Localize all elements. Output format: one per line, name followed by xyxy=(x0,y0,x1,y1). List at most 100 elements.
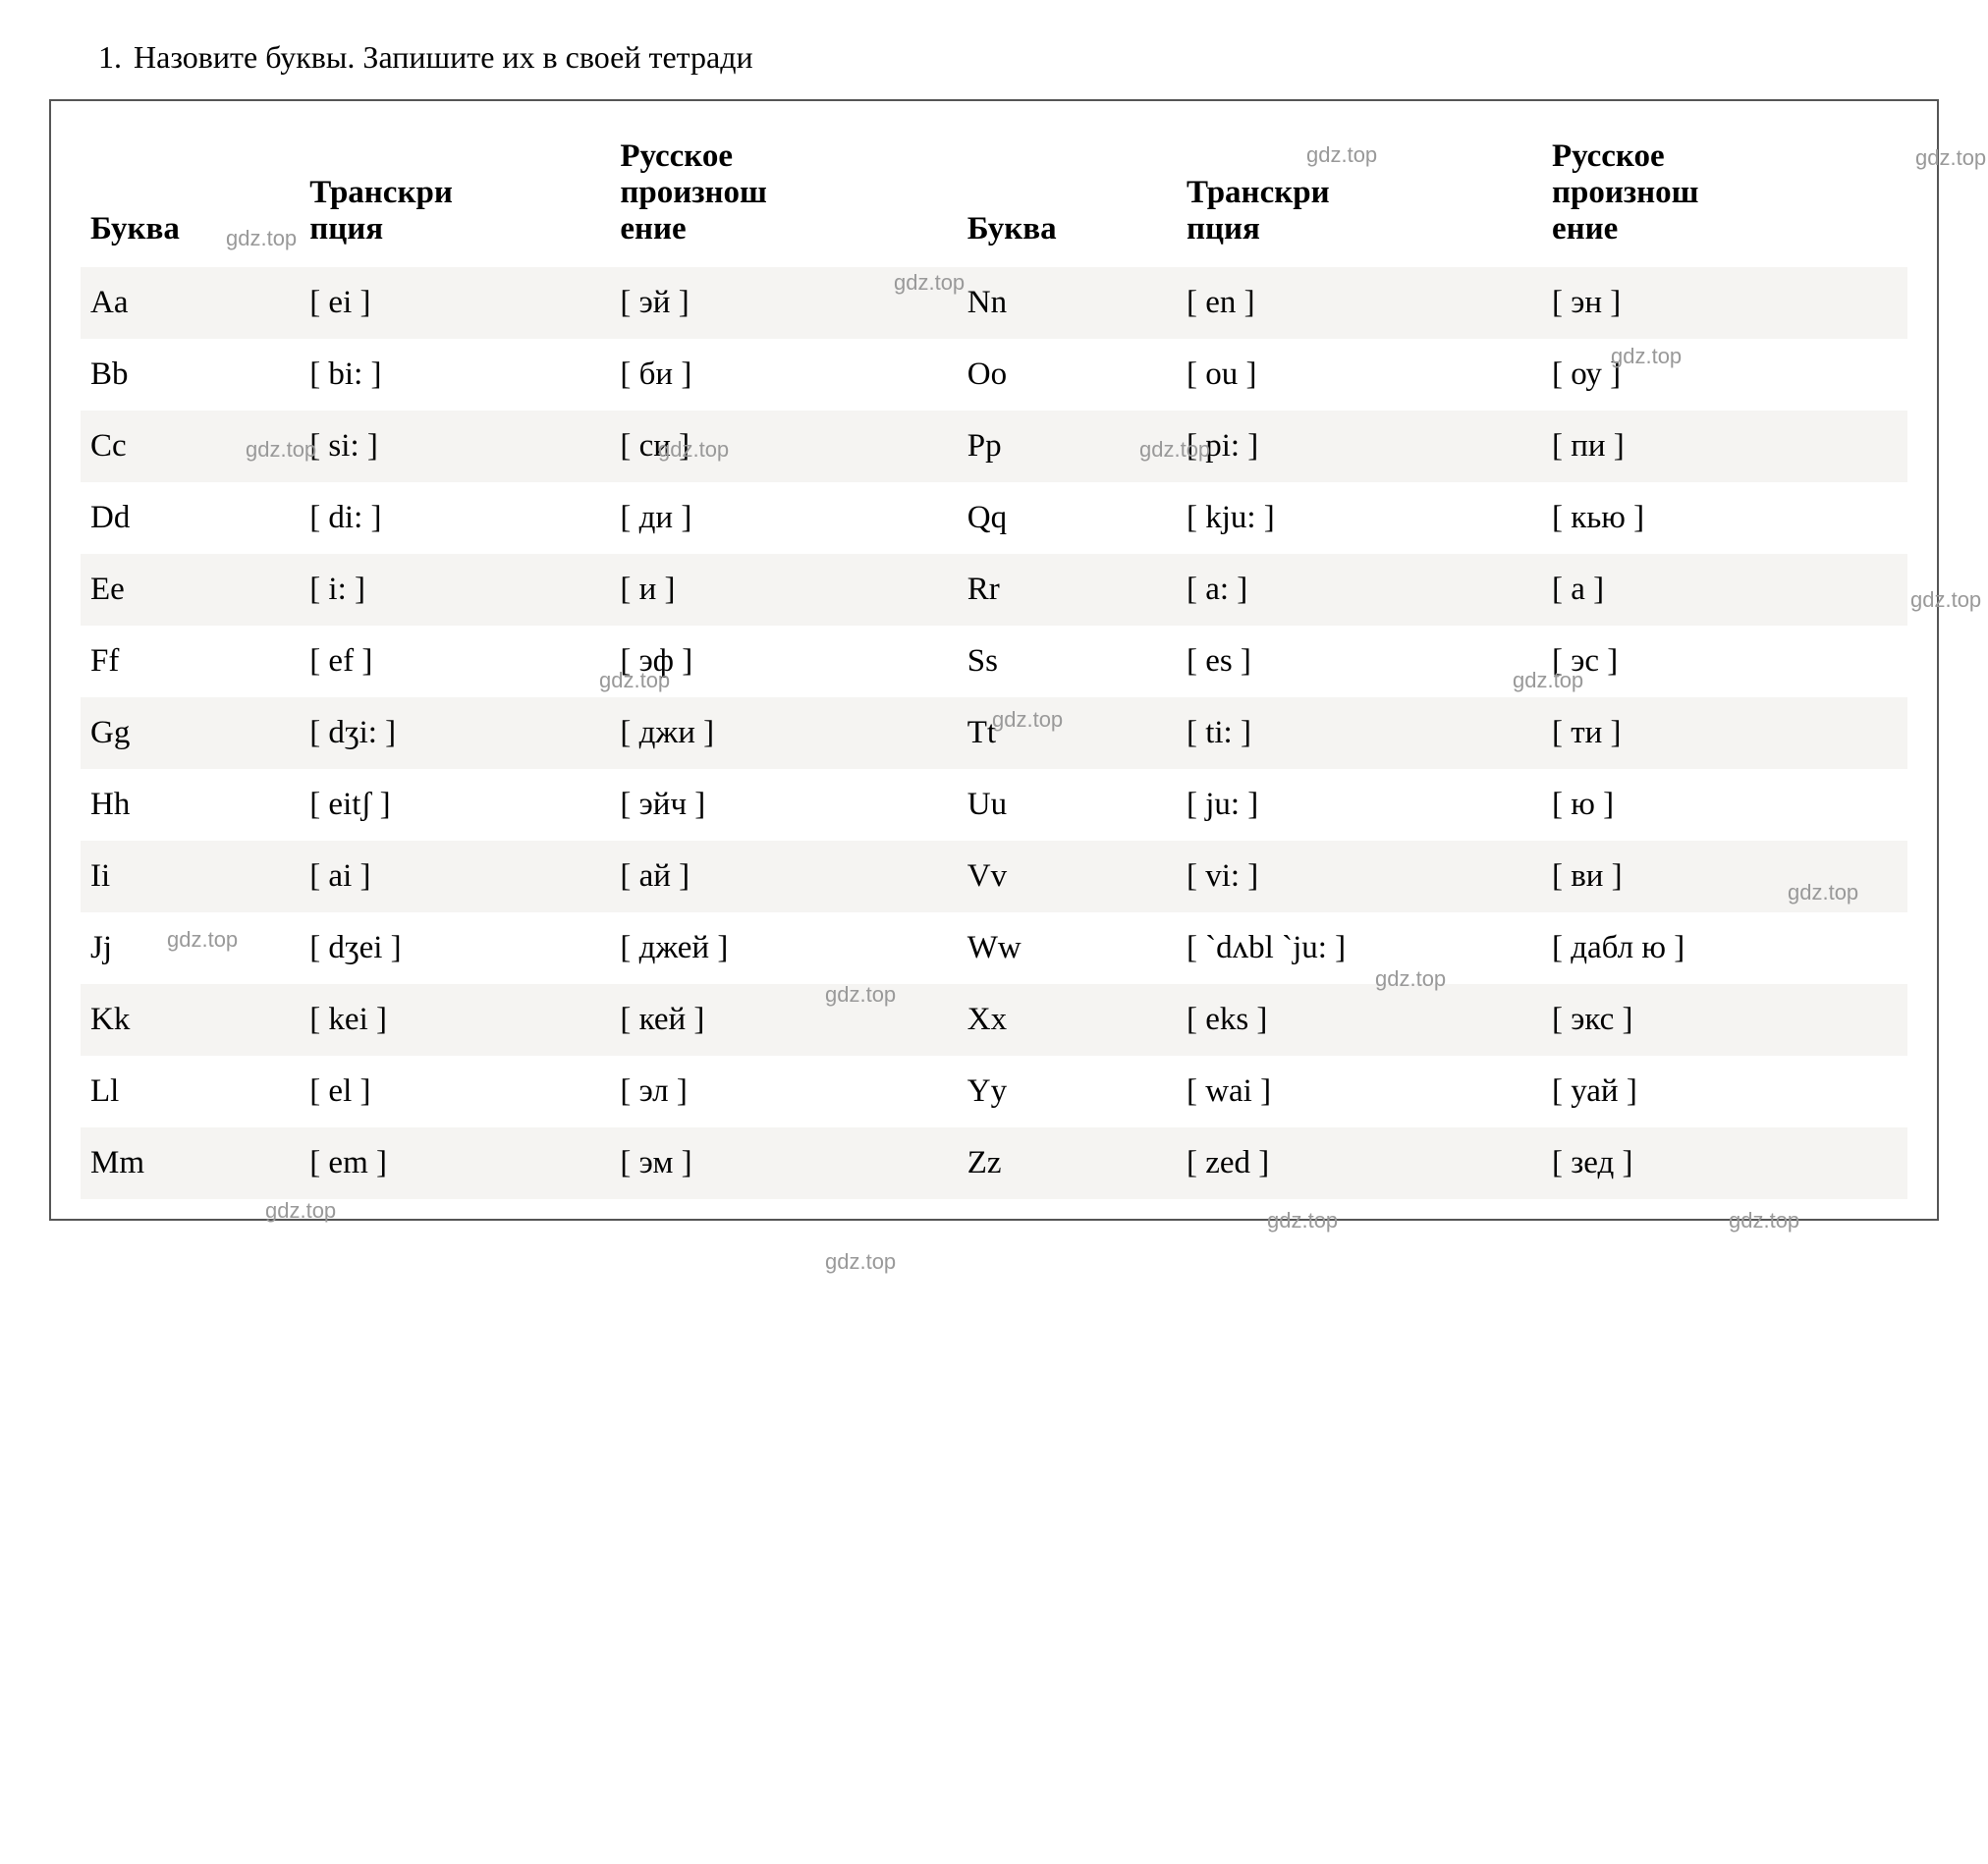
table-cell: [ кей ] xyxy=(610,984,957,1056)
table-cell: [ si: ] xyxy=(300,411,610,482)
table-cell: [ эйч ] xyxy=(610,769,957,841)
header-transcription-2: Транскри пция xyxy=(1177,131,1542,267)
table-row: Ff[ ef ][ эф ]Ss[ es ][ эс ] xyxy=(81,626,1907,697)
table-cell: [ ти ] xyxy=(1542,697,1907,769)
page-wrapper: 1. Назовите буквы. Запишите их в своей т… xyxy=(49,39,1939,1221)
table-cell: [ i: ] xyxy=(300,554,610,626)
table-cell: [ bi: ] xyxy=(300,339,610,411)
table-cell: Bb xyxy=(81,339,300,411)
table-cell: [ а ] xyxy=(1542,554,1907,626)
table-cell: [ di: ] xyxy=(300,482,610,554)
table-row: Cc[ si: ][ си ]Pp[ pi: ][ пи ] xyxy=(81,411,1907,482)
table-cell: [ уай ] xyxy=(1542,1056,1907,1127)
table-cell: [ eks ] xyxy=(1177,984,1542,1056)
table-cell: [ экс ] xyxy=(1542,984,1907,1056)
alphabet-table: Буква Транскри пция Русское произнош ени… xyxy=(81,131,1907,1199)
table-cell: [ би ] xyxy=(610,339,957,411)
table-cell: Xx xyxy=(958,984,1177,1056)
table-cell: [ эф ] xyxy=(610,626,957,697)
table-row: Bb[ bi: ][ би ]Oo[ ou ][ оу ] xyxy=(81,339,1907,411)
table-cell: Ss xyxy=(958,626,1177,697)
table-cell: [ пи ] xyxy=(1542,411,1907,482)
table-cell: Pp xyxy=(958,411,1177,482)
table-cell: Hh xyxy=(81,769,300,841)
table-row: Aa[ ei ][ эй ]Nn[ en ][ эн ] xyxy=(81,267,1907,339)
table-cell: [ эл ] xyxy=(610,1056,957,1127)
header-pronunciation-1: Русское произнош ение xyxy=(610,131,957,267)
table-cell: Gg xyxy=(81,697,300,769)
table-row: Jj[ dʒei ][ джей ]Ww[ `dʌbl `ju: ][ дабл… xyxy=(81,912,1907,984)
table-cell: Ww xyxy=(958,912,1177,984)
table-cell: [ eitʃ ] xyxy=(300,769,610,841)
table-cell: Nn xyxy=(958,267,1177,339)
table-cell: Tt xyxy=(958,697,1177,769)
table-cell: [ эй ] xyxy=(610,267,957,339)
table-cell: [ kei ] xyxy=(300,984,610,1056)
table-cell: Cc xyxy=(81,411,300,482)
header-letter-1: Буква xyxy=(81,131,300,267)
table-cell: [ ou ] xyxy=(1177,339,1542,411)
table-cell: [ es ] xyxy=(1177,626,1542,697)
table-cell: [ en ] xyxy=(1177,267,1542,339)
table-cell: [ эс ] xyxy=(1542,626,1907,697)
table-cell: [ `dʌbl `ju: ] xyxy=(1177,912,1542,984)
table-cell: [ wai ] xyxy=(1177,1056,1542,1127)
table-cell: Uu xyxy=(958,769,1177,841)
table-cell: [ em ] xyxy=(300,1127,610,1199)
header-row: Буква Транскри пция Русское произнош ени… xyxy=(81,131,1907,267)
table-row: Dd[ di: ][ ди ]Qq[ kju: ][ кью ] xyxy=(81,482,1907,554)
table-cell: [ джей ] xyxy=(610,912,957,984)
table-cell: Vv xyxy=(958,841,1177,912)
table-row: Hh[ eitʃ ][ эйч ]Uu[ ju: ][ ю ] xyxy=(81,769,1907,841)
table-cell: [ dʒei ] xyxy=(300,912,610,984)
table-cell: Ff xyxy=(81,626,300,697)
table-cell: [ ди ] xyxy=(610,482,957,554)
table-cell: [ kju: ] xyxy=(1177,482,1542,554)
table-cell: [ ei ] xyxy=(300,267,610,339)
table-cell: [ дабл ю ] xyxy=(1542,912,1907,984)
table-cell: [ ай ] xyxy=(610,841,957,912)
table-cell: [ и ] xyxy=(610,554,957,626)
table-cell: [ zed ] xyxy=(1177,1127,1542,1199)
table-cell: Ii xyxy=(81,841,300,912)
header-pronunciation-2: Русское произнош ение xyxy=(1542,131,1907,267)
watermark-text: gdz.top xyxy=(825,1249,896,1275)
table-cell: [ ai ] xyxy=(300,841,610,912)
table-cell: Dd xyxy=(81,482,300,554)
table-cell: Yy xyxy=(958,1056,1177,1127)
table-row: Kk[ kei ][ кей ]Xx[ eks ][ экс ] xyxy=(81,984,1907,1056)
table-cell: [ эн ] xyxy=(1542,267,1907,339)
table-cell: Ee xyxy=(81,554,300,626)
table-cell: Aa xyxy=(81,267,300,339)
table-cell: [ ю ] xyxy=(1542,769,1907,841)
table-cell: [ a: ] xyxy=(1177,554,1542,626)
table-row: Gg[ dʒi: ][ джи ]Tt[ ti: ][ ти ] xyxy=(81,697,1907,769)
table-cell: [ ti: ] xyxy=(1177,697,1542,769)
table-cell: Qq xyxy=(958,482,1177,554)
table-body: Aa[ ei ][ эй ]Nn[ en ][ эн ]Bb[ bi: ][ б… xyxy=(81,267,1907,1199)
table-cell: [ vi: ] xyxy=(1177,841,1542,912)
table-cell: Mm xyxy=(81,1127,300,1199)
table-cell: [ ju: ] xyxy=(1177,769,1542,841)
header-letter-2: Буква xyxy=(958,131,1177,267)
table-cell: [ dʒi: ] xyxy=(300,697,610,769)
table-cell: [ эм ] xyxy=(610,1127,957,1199)
table-cell: Jj xyxy=(81,912,300,984)
table-cell: [ кью ] xyxy=(1542,482,1907,554)
table-cell: Zz xyxy=(958,1127,1177,1199)
table-cell: [ ви ] xyxy=(1542,841,1907,912)
table-cell: [ el ] xyxy=(300,1056,610,1127)
table-cell: [ оу ] xyxy=(1542,339,1907,411)
table-cell: Ll xyxy=(81,1056,300,1127)
table-row: Ee[ i: ][ и ]Rr[ a: ][ а ] xyxy=(81,554,1907,626)
table-cell: Oo xyxy=(958,339,1177,411)
alphabet-table-container: Буква Транскри пция Русское произнош ени… xyxy=(49,99,1939,1221)
table-cell: [ pi: ] xyxy=(1177,411,1542,482)
table-row: Mm[ em ][ эм ]Zz[ zed ][ зед ] xyxy=(81,1127,1907,1199)
table-cell: [ джи ] xyxy=(610,697,957,769)
table-row: Ii[ ai ][ ай ]Vv[ vi: ][ ви ] xyxy=(81,841,1907,912)
table-cell: Rr xyxy=(958,554,1177,626)
title-text: Назовите буквы. Запишите их в своей тетр… xyxy=(134,39,753,76)
table-cell: Kk xyxy=(81,984,300,1056)
title-row: 1. Назовите буквы. Запишите их в своей т… xyxy=(49,39,1939,76)
